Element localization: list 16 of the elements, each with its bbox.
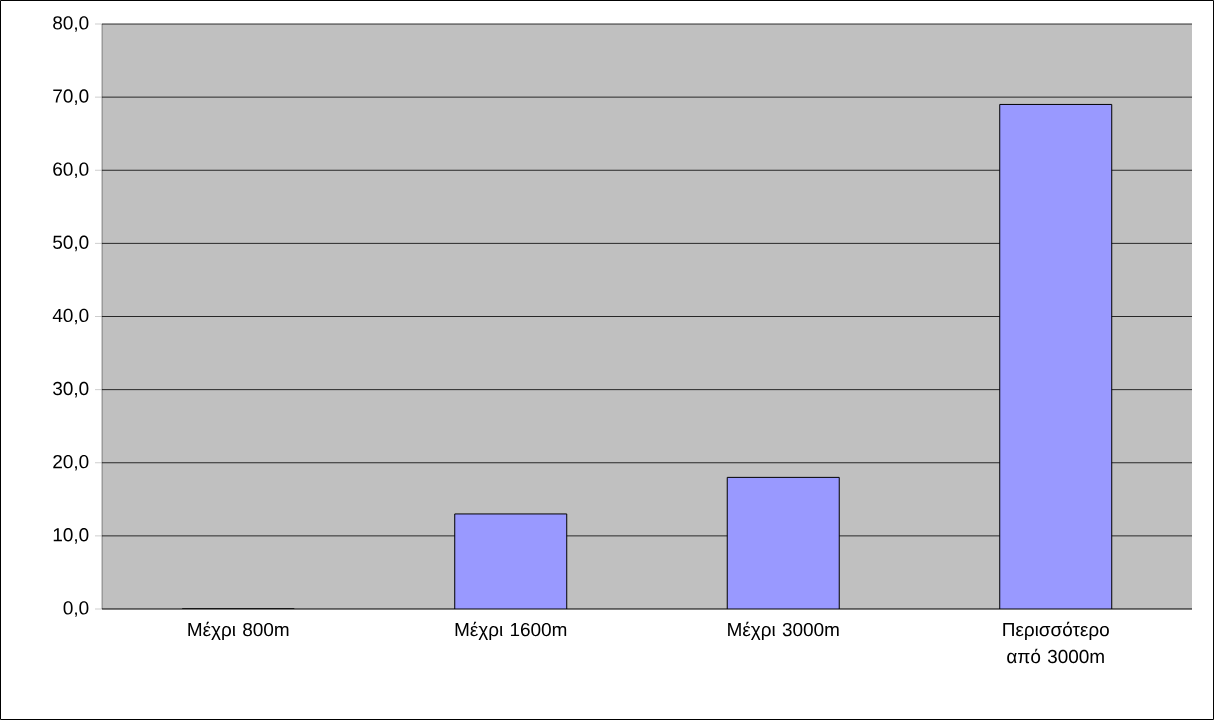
y-tick-label: 60,0 xyxy=(53,162,89,179)
y-tick-label: 30,0 xyxy=(53,381,89,398)
y-tick-label: 50,0 xyxy=(53,235,89,252)
x-tick-label: Μέχρι 800m xyxy=(188,621,289,641)
bar xyxy=(999,103,1113,609)
x-tick-label: Μέχρι 3000m xyxy=(728,621,839,641)
x-tick-label: Μέχρι 1600m xyxy=(455,621,567,641)
bar xyxy=(454,513,568,609)
y-tick-label: 80,0 xyxy=(53,16,89,32)
y-tick-label: 10,0 xyxy=(53,528,89,544)
y-tick-label: 40,0 xyxy=(52,308,89,325)
y-tick-label: 0,0 xyxy=(63,601,89,617)
y-tick-label: 20,0 xyxy=(53,454,89,471)
x-tick-label: Περισσότερο από 3000m xyxy=(1003,621,1109,664)
y-tick-label: 70,0 xyxy=(53,89,89,105)
bar xyxy=(726,476,840,609)
